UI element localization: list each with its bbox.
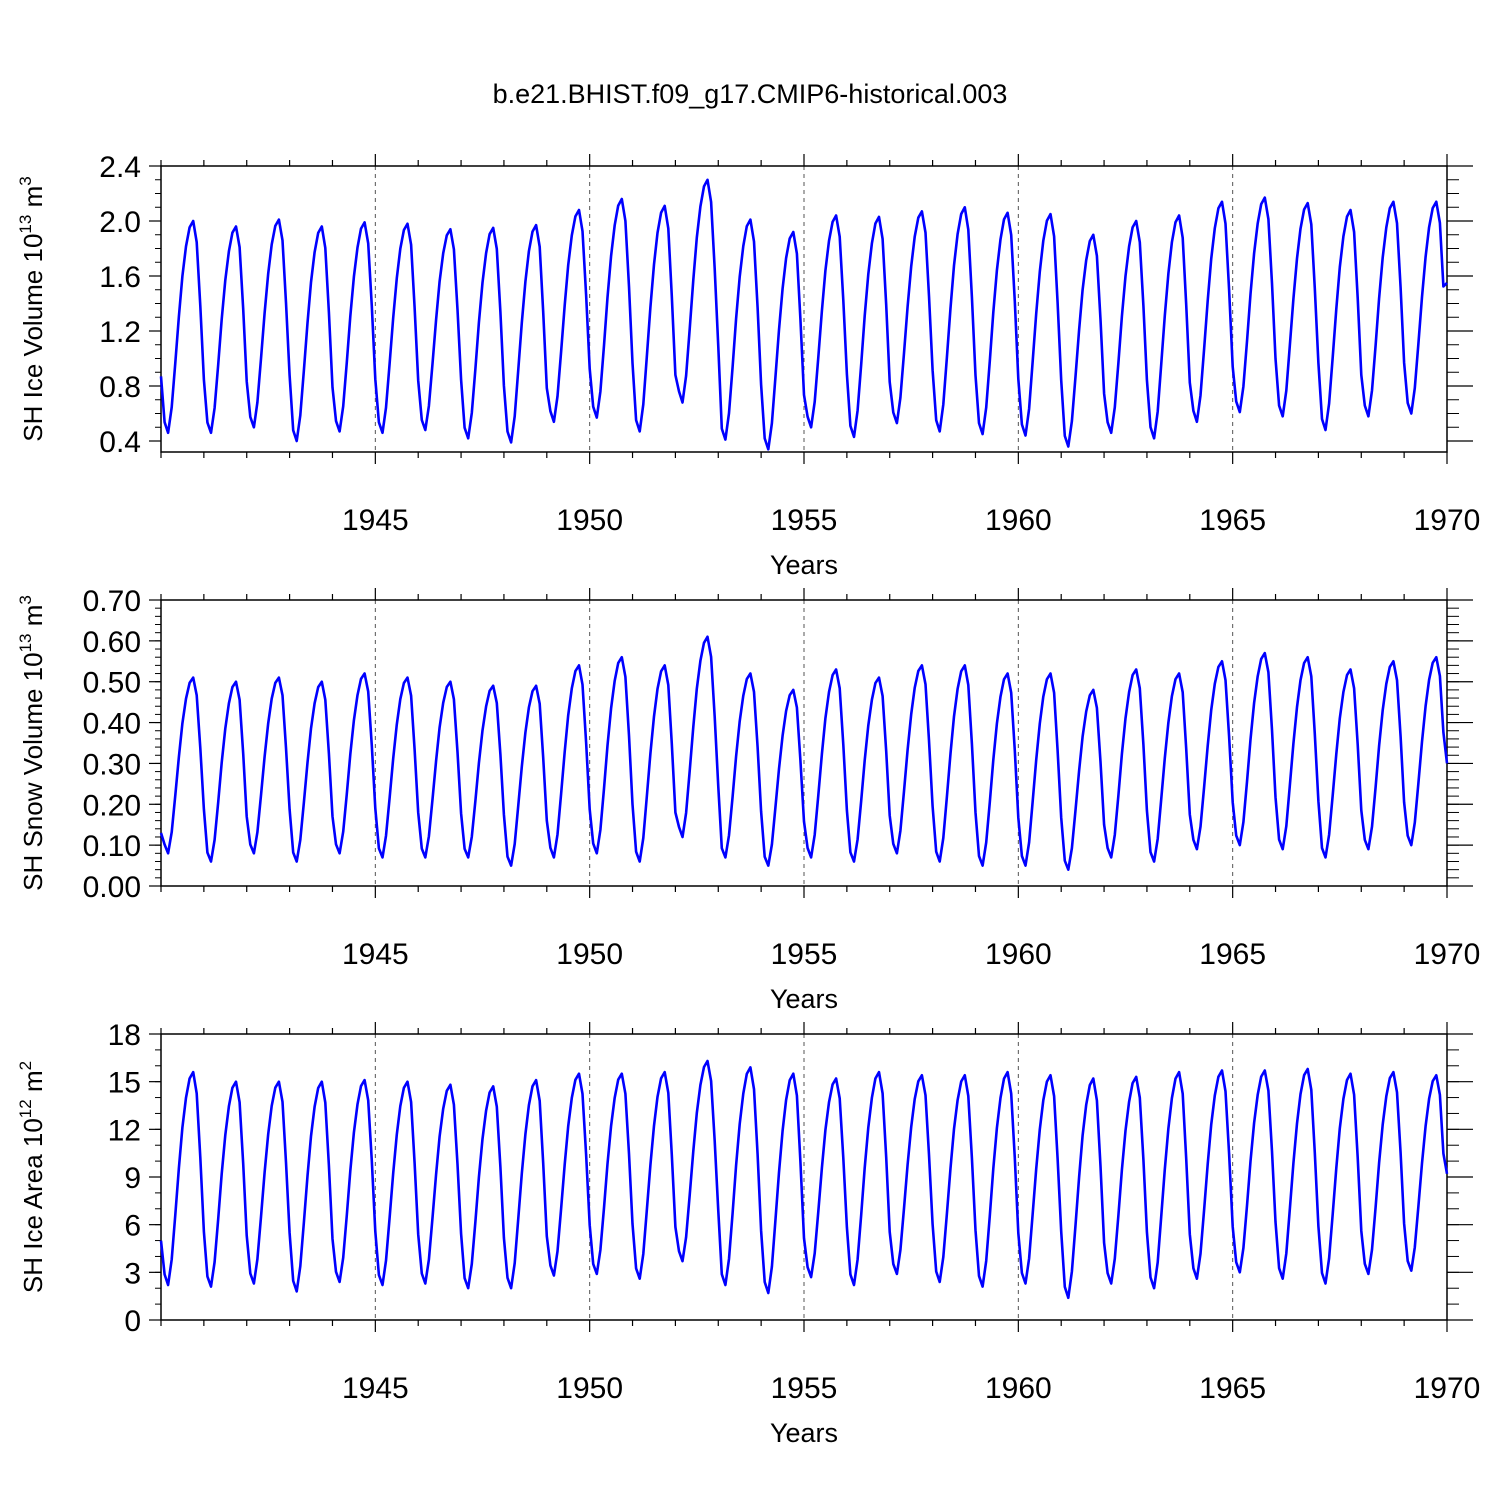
y-tick-label: 1.2 <box>99 316 141 349</box>
series-line <box>159 178 1448 451</box>
x-tick-label: 1955 <box>771 1372 838 1405</box>
series-line <box>159 1059 1449 1300</box>
y-label-exponent: 13 <box>16 215 35 234</box>
x-tick-label: 1960 <box>985 504 1052 537</box>
y-axis-label: SH Ice Volume 1013 m3 <box>16 176 48 441</box>
y-label-unit: m <box>18 1070 48 1099</box>
x-tick-label: 1955 <box>771 504 838 537</box>
x-tick-label: 1960 <box>985 1372 1052 1405</box>
y-label-unit-exponent: 3 <box>16 176 35 185</box>
y-tick-label: 15 <box>108 1067 141 1100</box>
y-label-main: SH Snow Volume 10 <box>18 652 48 890</box>
y-label-unit-exponent: 3 <box>16 595 35 604</box>
y-tick-label: 12 <box>108 1114 141 1147</box>
y-tick-label: 0.70 <box>83 585 141 618</box>
x-tick-label: 1950 <box>556 1372 623 1405</box>
y-tick-label: 0.60 <box>83 626 141 659</box>
y-label-unit: m <box>18 186 48 215</box>
y-tick-label: 0.40 <box>83 708 141 741</box>
series-line <box>159 635 1449 871</box>
y-label-main: SH Ice Volume 10 <box>18 234 48 442</box>
x-tick-label: 1945 <box>342 938 409 971</box>
y-axis-label: SH Ice Area 1012 m2 <box>16 1061 48 1293</box>
x-tick-label: 1945 <box>342 504 409 537</box>
y-label-unit-exponent: 2 <box>16 1061 35 1070</box>
x-tick-label: 1965 <box>1199 938 1266 971</box>
x-tick-label: 1965 <box>1199 504 1266 537</box>
y-label-unit: m <box>18 605 48 634</box>
y-tick-label: 0.50 <box>83 667 141 700</box>
y-label-exponent: 13 <box>16 633 35 652</box>
ice-area-panel: 0 3 6 9 12 15 18 1945 1950 1955 1960 1965 1970 Years S… <box>16 1019 1480 1448</box>
ice-volume-panel: 0.4 0.8 1.2 1.6 2.0 2.4 1945 1950 1955 1960 1965 19… <box>16 151 1480 580</box>
x-tick-label: 1970 <box>1414 504 1481 537</box>
y-tick-label: 18 <box>108 1019 141 1052</box>
y-label-main: SH Ice Area 10 <box>18 1118 48 1293</box>
y-tick-label: 9 <box>124 1162 141 1195</box>
chart-title: b.e21.BHIST.f09_g17.CMIP6-historical.003 <box>493 79 1008 109</box>
x-tick-label: 1970 <box>1414 1372 1481 1405</box>
y-tick-label: 2.0 <box>99 206 141 239</box>
y-tick-label: 0.30 <box>83 748 141 781</box>
y-tick-label: 3 <box>124 1257 141 1290</box>
x-tick-label: 1970 <box>1414 938 1481 971</box>
x-axis-label: Years <box>770 1418 838 1448</box>
x-tick-label: 1955 <box>771 938 838 971</box>
y-tick-label: 1.6 <box>99 261 141 294</box>
y-tick-label: 2.4 <box>99 151 141 184</box>
x-tick-label: 1960 <box>985 938 1052 971</box>
x-axis-label: Years <box>770 984 838 1014</box>
y-tick-label: 0.00 <box>83 871 141 904</box>
x-tick-label: 1945 <box>342 1372 409 1405</box>
snow-volume-panel: 0.00 0.10 0.20 0.30 0.40 0.50 0.60 0.70 1945 1950… <box>16 585 1480 1014</box>
y-tick-label: 6 <box>124 1210 141 1243</box>
x-axis-label: Years <box>770 550 838 580</box>
y-tick-label: 0.10 <box>83 830 141 863</box>
y-tick-label: 0.8 <box>99 371 141 404</box>
y-tick-label: 0.4 <box>99 426 141 459</box>
x-tick-label: 1965 <box>1199 1372 1266 1405</box>
y-label-exponent: 12 <box>16 1099 35 1118</box>
x-tick-label: 1950 <box>556 504 623 537</box>
y-tick-label: 0 <box>124 1305 141 1338</box>
y-tick-label: 0.20 <box>83 789 141 822</box>
y-axis-label: SH Snow Volume 1013 m3 <box>16 595 48 891</box>
x-tick-label: 1950 <box>556 938 623 971</box>
